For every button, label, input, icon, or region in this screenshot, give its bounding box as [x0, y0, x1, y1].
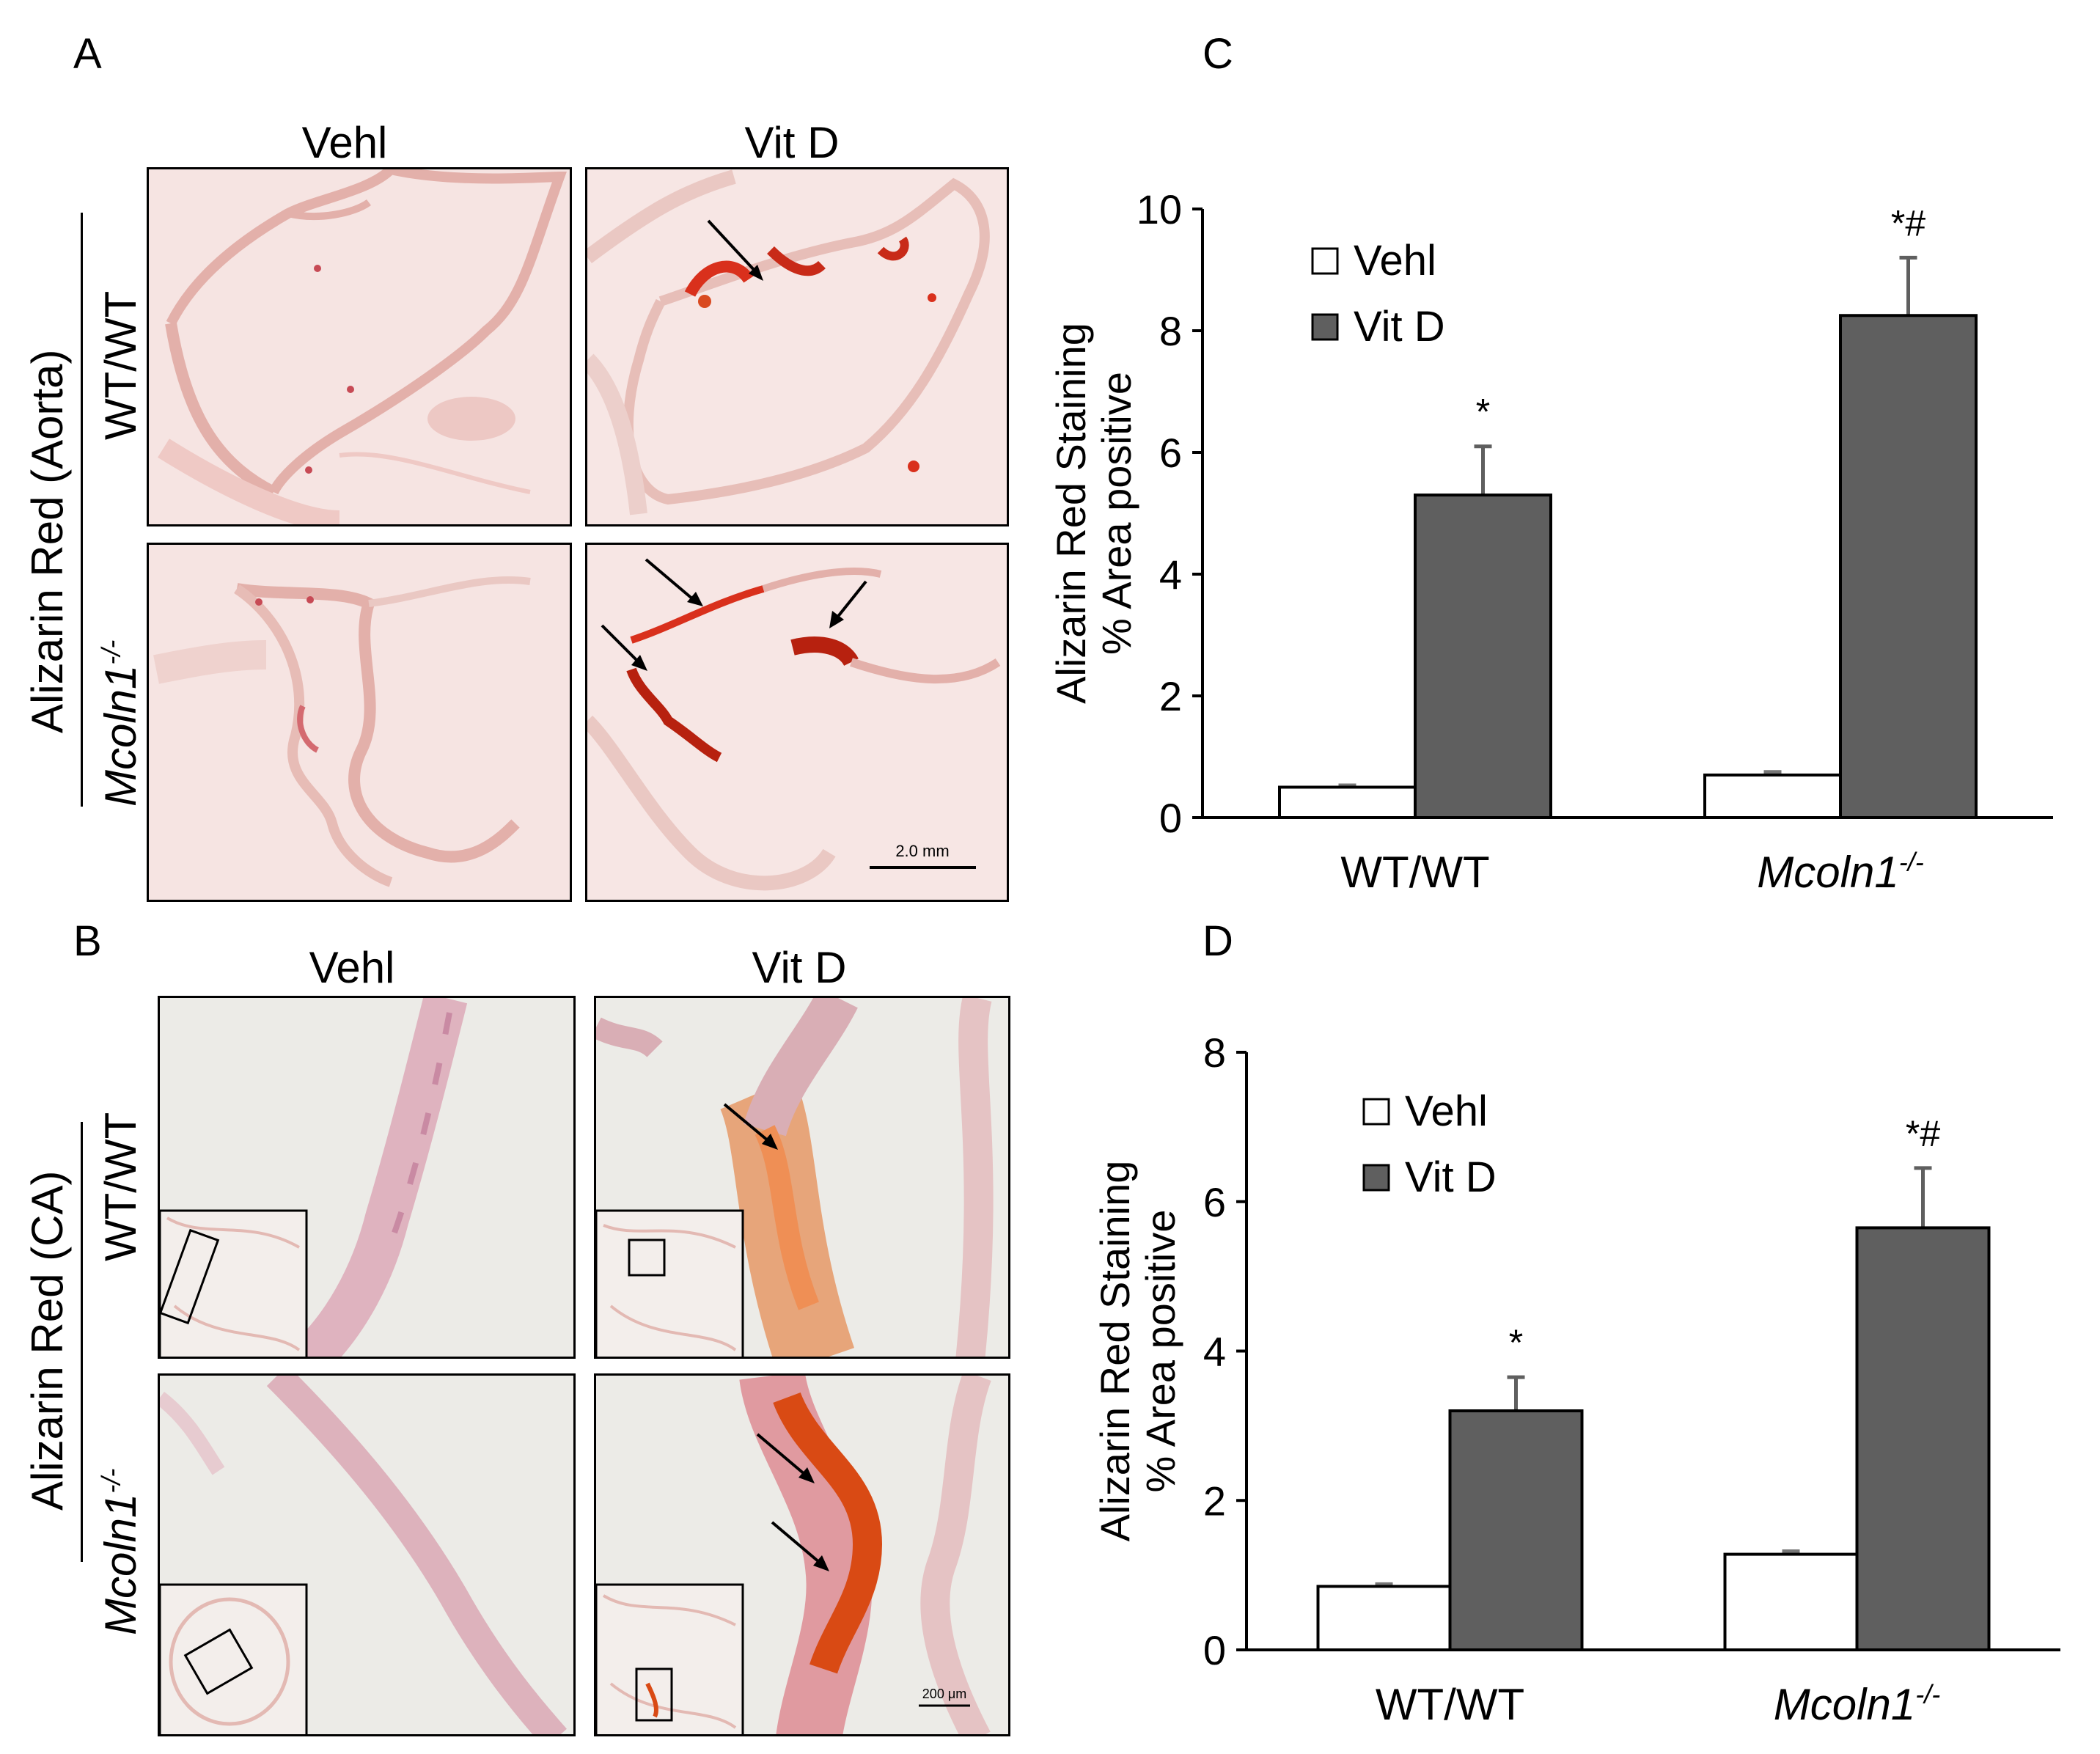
chart-c-category-label: WT/WT	[1340, 848, 1489, 897]
panel-b-scale-bar-label: 200 μm	[922, 1687, 966, 1701]
ca-mcoln1-vehl-micrograph	[158, 1373, 576, 1736]
chart-c-category-label-text: Mcoln1	[1757, 848, 1898, 897]
chart-d-significance-label: *#	[1906, 1113, 1940, 1154]
ca-mcoln1-vitd-micrograph: 200 μm	[594, 1373, 1010, 1736]
panel-a-stain-label: Alizarin Red (Aorta)	[23, 349, 72, 733]
chart-d-bar-vehl-0	[1316, 1585, 1452, 1651]
chart-d-category-label-text: Mcoln1	[1774, 1680, 1915, 1729]
chart-d-legend-label-vitd: Vit D	[1405, 1153, 1497, 1201]
panel-a-col-title-vitd: Vit D	[744, 118, 840, 167]
chart-d-legend-label-vehl: Vehl	[1405, 1087, 1488, 1135]
panel-a-scale-bar-label: 2.0 mm	[895, 842, 949, 860]
panel-b-stain-label: Alizarin Red (CA)	[23, 1170, 72, 1511]
chart-c-ytick-label: 8	[1159, 308, 1182, 354]
aorta-mcoln1-vitd-micrograph: 2.0 mm	[585, 543, 1009, 902]
chart-d-svg: 0 2 4 6 8 Alizarin Red Staining% Area positiv…	[1092, 1030, 2060, 1729]
ca-wt-vitd-micrograph	[594, 996, 1010, 1359]
chart-c: 0 2 4 6 8 10 Alizarin Red Staining% Area posit…	[1027, 117, 2082, 924]
panel-c-letter: C	[1203, 30, 1233, 78]
chart-c-ytick-label: 10	[1137, 186, 1182, 232]
chart-c-significance-label: *	[1476, 392, 1490, 433]
chart-c-ytick-label: 0	[1159, 795, 1182, 841]
chart-d-significance-label: *	[1509, 1322, 1523, 1363]
chart-c-legend-swatch-vehl	[1311, 247, 1339, 275]
chart-c-y-axis-label-line: Alizarin Red Staining	[1048, 323, 1094, 704]
panel-b-row-label-wt: WT/WT	[96, 1112, 145, 1261]
chart-c-svg: 0 2 4 6 8 10 Alizarin Red Staining% Area posit…	[1048, 186, 2053, 897]
chart-d-y-axis-label-line: Alizarin Red Staining	[1092, 1161, 1138, 1542]
chart-c-bar-vitd-1	[1839, 314, 1978, 819]
panel-a-row-label-wt: WT/WT	[96, 290, 145, 440]
chart-d-y-axis-label: Alizarin Red Staining% Area positive	[1092, 1161, 1183, 1542]
panel-b-col-title-vehl: Vehl	[309, 943, 395, 992]
chart-d-category-label: WT/WT	[1376, 1680, 1524, 1729]
chart-d-legend-swatch-vehl	[1362, 1098, 1390, 1126]
chart-c-y-axis-label-line: % Area positive	[1093, 372, 1139, 655]
chart-d-ytick-label: 6	[1203, 1179, 1226, 1225]
chart-c-bar-vitd-0	[1414, 493, 1552, 819]
chart-c-bar-vehl-1	[1703, 773, 1842, 820]
panel-a-col-title-vehl: Vehl	[301, 118, 388, 167]
chart-d-y-axis-label-line: % Area positive	[1137, 1210, 1183, 1493]
chart-c-legend-label-vitd: Vit D	[1354, 303, 1445, 351]
chart-d-category-label-text: WT/WT	[1376, 1680, 1524, 1729]
chart-c-legend-swatch-vitd	[1311, 313, 1339, 341]
chart-d-legend-swatch-vitd	[1362, 1164, 1390, 1192]
panel-a-row-label-mcoln1: Mcoln1-/-	[96, 639, 145, 807]
aorta-wt-vehl-micrograph	[147, 167, 572, 526]
chart-d: 0 2 4 6 8 Alizarin Red Staining% Area positiv…	[1027, 1005, 2082, 1745]
panel-a-letter: A	[73, 30, 102, 78]
panel-b-col-title-vitd: Vit D	[752, 943, 847, 992]
panel-b-letter: B	[73, 917, 102, 965]
chart-c-category-label-sup: -/-	[1899, 847, 1924, 877]
chart-c-ytick-label: 6	[1159, 430, 1182, 476]
panel-b-label-divider	[81, 1122, 83, 1562]
chart-d-category-label: Mcoln1-/-	[1774, 1679, 1940, 1729]
chart-d-bar-vehl-1	[1723, 1552, 1859, 1651]
chart-d-category-label-sup: -/-	[1915, 1679, 1940, 1709]
chart-d-ytick-label: 2	[1203, 1478, 1226, 1524]
chart-d-ytick-label: 4	[1203, 1329, 1226, 1375]
chart-d-ytick-label: 0	[1203, 1627, 1226, 1673]
chart-c-legend-label-vehl: Vehl	[1354, 237, 1436, 285]
chart-c-category-label: Mcoln1-/-	[1757, 847, 1923, 897]
chart-d-bar-vitd-1	[1855, 1226, 1991, 1651]
chart-c-bar-vehl-0	[1278, 785, 1417, 819]
chart-d-bar-vitd-0	[1448, 1409, 1584, 1651]
chart-c-significance-label: *#	[1891, 202, 1925, 243]
chart-c-y-axis-label: Alizarin Red Staining% Area positive	[1048, 323, 1139, 704]
chart-d-ytick-label: 8	[1203, 1030, 1226, 1076]
panel-d-letter: D	[1203, 917, 1233, 965]
panel-b-row-label-mcoln1: Mcoln1-/-	[96, 1468, 145, 1635]
aorta-wt-vitd-micrograph	[585, 167, 1009, 526]
panel-a-label-divider	[81, 213, 83, 807]
chart-c-ytick-label: 2	[1159, 673, 1182, 719]
ca-wt-vehl-micrograph	[158, 996, 576, 1359]
aorta-mcoln1-vehl-micrograph	[147, 543, 572, 902]
chart-c-ytick-label: 4	[1159, 551, 1182, 598]
chart-c-category-label-text: WT/WT	[1340, 848, 1489, 897]
